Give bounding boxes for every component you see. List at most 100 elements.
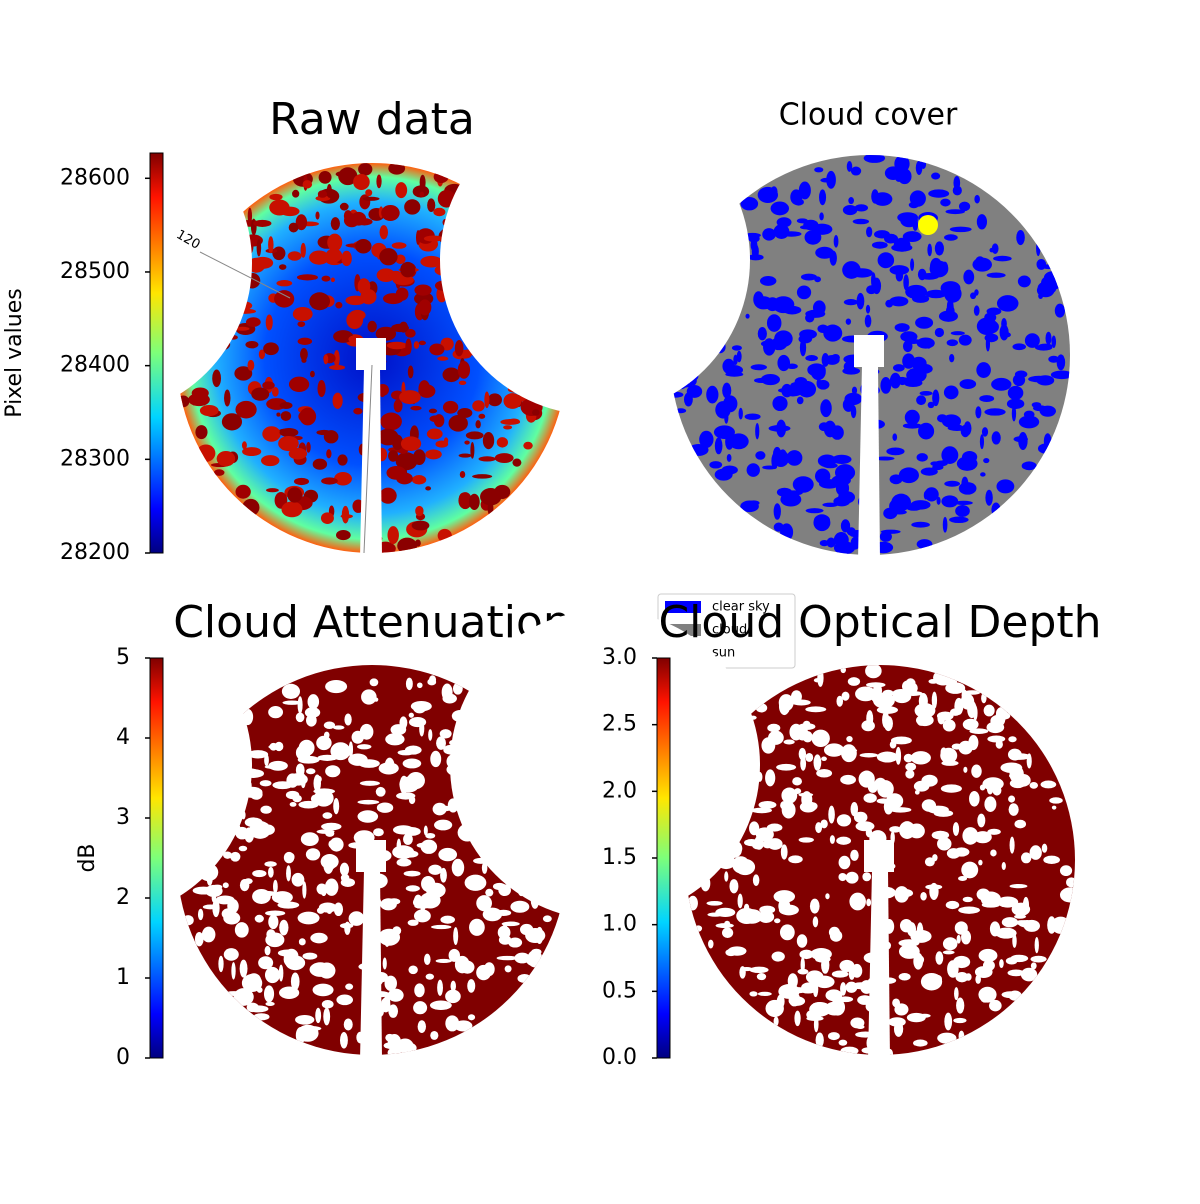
colorbar-tick-label: 2.5 <box>602 712 637 737</box>
image-blob <box>1045 331 1052 345</box>
colorbar-tick-label: 2.0 <box>602 778 637 803</box>
image-blob <box>341 250 352 267</box>
image-blob <box>288 853 295 861</box>
image-blob <box>811 729 830 748</box>
image-blob <box>276 280 293 287</box>
image-blob <box>307 694 320 710</box>
image-blob <box>740 500 759 513</box>
image-blob <box>796 285 812 300</box>
image-blob <box>375 326 397 341</box>
image-blob <box>758 801 777 809</box>
image-blob <box>973 305 980 316</box>
image-blob <box>427 678 437 686</box>
image-blob <box>989 247 995 253</box>
image-blob <box>418 340 426 346</box>
image-blob <box>958 906 980 914</box>
image-blob <box>880 377 892 394</box>
image-blob <box>434 819 453 831</box>
image-blob <box>252 888 271 904</box>
image-blob <box>942 516 948 533</box>
image-blob <box>415 505 424 517</box>
image-blob <box>736 350 742 363</box>
panel-title: Cloud Attenuation <box>173 597 571 648</box>
image-blob <box>475 420 481 429</box>
image-blob <box>750 364 767 371</box>
image-blob <box>935 951 944 965</box>
image-blob <box>247 359 255 371</box>
image-blob <box>412 896 430 909</box>
image-blob <box>724 365 744 375</box>
image-blob <box>334 471 352 486</box>
image-blob <box>382 957 387 970</box>
image-blob <box>850 849 859 861</box>
image-blob <box>945 900 960 910</box>
image-blob <box>330 742 351 761</box>
image-blob <box>396 472 413 485</box>
image-blob <box>1043 855 1060 865</box>
image-blob <box>814 167 824 173</box>
image-blob <box>733 354 738 366</box>
image-blob <box>387 1047 401 1055</box>
image-blob <box>815 1032 824 1048</box>
image-blob <box>451 858 465 877</box>
image-blob <box>201 926 216 943</box>
image-blob <box>925 289 947 299</box>
image-blob <box>361 689 377 705</box>
image-blob <box>247 750 269 759</box>
image-blob <box>899 918 913 933</box>
image-blob <box>333 798 340 815</box>
image-blob <box>321 477 338 485</box>
image-blob <box>828 805 835 824</box>
image-blob <box>241 974 263 993</box>
image-blob <box>813 754 822 771</box>
image-blob <box>268 744 282 750</box>
image-blob <box>279 919 289 936</box>
image-blob <box>333 330 354 343</box>
legend-label: cloud <box>712 623 747 638</box>
image-blob <box>949 353 955 363</box>
image-blob <box>905 762 917 771</box>
image-blob <box>850 802 859 817</box>
image-blob <box>830 998 846 1016</box>
image-blob <box>1056 354 1066 371</box>
image-blob <box>913 780 930 792</box>
image-blob <box>286 865 291 882</box>
image-blob <box>216 450 236 467</box>
image-blob <box>221 413 243 431</box>
image-blob <box>737 893 743 909</box>
image-blob <box>388 163 406 175</box>
image-blob <box>983 457 990 464</box>
image-blob <box>288 222 299 233</box>
image-blob <box>950 331 965 336</box>
image-blob <box>481 861 488 874</box>
image-blob <box>793 198 804 206</box>
image-blob <box>787 973 798 989</box>
image-blob <box>269 199 290 216</box>
image-blob <box>934 327 945 338</box>
image-mask <box>356 840 386 872</box>
image-blob <box>756 973 767 981</box>
image-blob <box>339 923 354 929</box>
image-blob <box>323 1007 331 1026</box>
image-blob <box>415 230 421 245</box>
image-blob <box>442 693 457 704</box>
image-blob <box>931 691 938 709</box>
image-blob <box>841 691 850 701</box>
image-blob <box>418 299 432 316</box>
image-blob <box>325 830 335 837</box>
image-blob <box>251 387 270 401</box>
colorbar-tick-label: 28200 <box>60 540 130 565</box>
image-blob <box>298 800 319 809</box>
image-blob <box>1024 333 1040 348</box>
image-blob <box>941 414 962 428</box>
image-blob <box>408 965 418 975</box>
image-blob <box>327 233 343 252</box>
image-blob <box>919 390 933 396</box>
image-blob <box>792 476 814 493</box>
colorbar-tick-label: 5 <box>116 645 130 670</box>
image-blob <box>949 516 969 524</box>
image-blob <box>268 866 274 878</box>
image-blob <box>310 932 328 944</box>
image-blob <box>932 389 940 407</box>
image-blob <box>246 317 261 327</box>
